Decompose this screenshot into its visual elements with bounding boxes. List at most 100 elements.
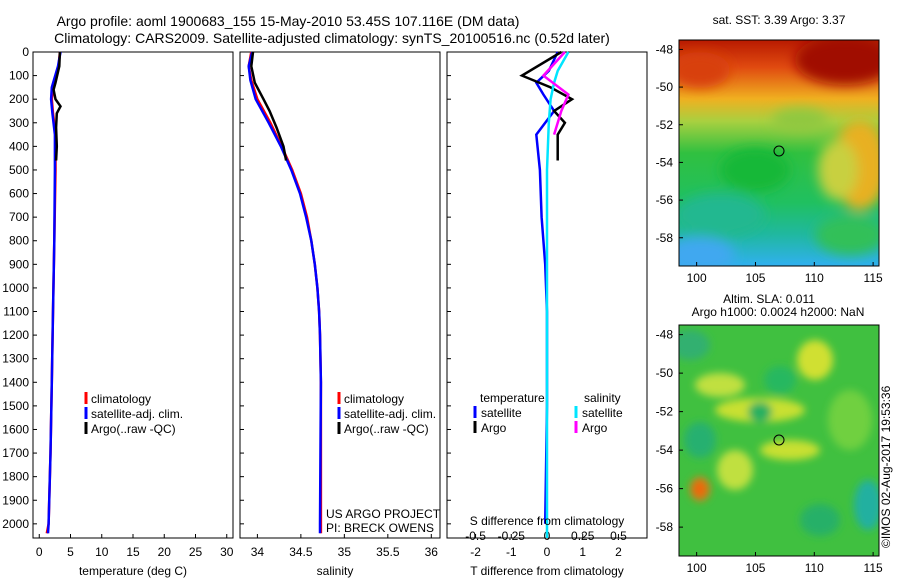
y-tick-label: 1200 <box>2 328 29 342</box>
y-tick-label: -58 <box>656 520 674 534</box>
sst-map-image <box>679 40 879 266</box>
temperature-panel: 0100200300400500600700800900100011001200… <box>2 45 233 578</box>
y-tick-label: 200 <box>9 92 29 106</box>
legend-label-sal-satellite: satellite <box>582 406 623 420</box>
y-tick-label: 800 <box>9 234 29 248</box>
series-line-argo <box>541 51 570 135</box>
x-tick-label: 34 <box>251 545 265 559</box>
x-tick-label: 105 <box>745 271 765 285</box>
x-tick-label: 1 <box>579 545 586 559</box>
y-tick-label: -50 <box>656 80 674 94</box>
salinity-x-label: salinity <box>317 564 354 578</box>
sst-x-ticks: 100 105 110 115 <box>687 262 883 285</box>
series-line-satellite <box>545 51 570 538</box>
x-tick-label: 10 <box>95 545 109 559</box>
x-tick-label: 34.5 <box>289 545 313 559</box>
x-tick-label: 100 <box>687 561 707 575</box>
sst-y-ticks: -48 -50 -52 -54 -56 -58 <box>656 42 683 245</box>
sla-map-frame <box>678 324 880 557</box>
temperature-x-ticks: 0 5 10 15 20 25 30 <box>36 534 234 559</box>
sst-argo-marker <box>773 145 785 157</box>
x-tick-label: 105 <box>745 561 765 575</box>
temperature-legend: climatology satellite-adj. clim. Argo(..… <box>84 392 183 436</box>
difference-series <box>519 50 575 538</box>
x-tick-label: 0 <box>544 545 551 559</box>
sla-x-ticks: 100 105 110 115 <box>687 552 883 575</box>
temperature-x-label: temperature (deg C) <box>79 564 187 578</box>
figure-title-line2: Climatology: CARS2009. Satellite-adjuste… <box>54 30 610 46</box>
top-x-tick-label: -0.25 <box>498 529 526 543</box>
legend-label-satellite-clim: satellite-adj. clim. <box>344 407 436 421</box>
y-tick-label: 500 <box>9 163 29 177</box>
x-tick-label: 15 <box>126 545 140 559</box>
y-tick-label: -48 <box>656 328 674 342</box>
series-line-satellite-adj-clim- <box>247 51 323 534</box>
legend-label-sal-argo: Argo <box>582 421 608 435</box>
legend-label-temp-satellite: satellite <box>481 406 522 420</box>
temperature-y-ticks: 0 100 200 300 400 500 600 700 800 900 1000 1100 1200… <box>2 45 37 531</box>
legend-title-salinity: salinity <box>584 391 621 405</box>
sla-map-image <box>679 325 879 556</box>
y-tick-label: -52 <box>656 405 674 419</box>
sla-y-ticks: -48 -50 -52 -54 -56 -58 <box>656 328 683 534</box>
y-tick-label: -56 <box>656 193 674 207</box>
y-tick-label: -50 <box>656 366 674 380</box>
x-tick-label: -2 <box>470 545 481 559</box>
y-tick-label: 100 <box>9 69 29 83</box>
y-tick-label: 400 <box>9 139 29 153</box>
x-tick-label: 30 <box>220 545 234 559</box>
salinity-x-ticks: 34 34.5 35 35.5 36 <box>251 534 439 559</box>
y-tick-label: 1500 <box>2 399 29 413</box>
y-tick-label: 1300 <box>2 352 29 366</box>
x-tick-label: 35.5 <box>376 545 400 559</box>
y-tick-label: 1000 <box>2 281 29 295</box>
difference-panel: -2 -1 0 1 2 -0.5 -0.25 0 0.25 0.5 T difference f… <box>446 50 648 578</box>
sst-map-panel: sat. SST: 3.39 Argo: 3.37 -48 -50 -52 -54 -5… <box>656 13 883 285</box>
x-tick-label: 2 <box>615 545 622 559</box>
legend-label-temp-argo: Argo <box>481 421 507 435</box>
y-tick-label: 700 <box>9 210 29 224</box>
legend-label-satellite-clim: satellite-adj. clim. <box>91 407 183 421</box>
difference-top-label: S difference from climatology <box>470 514 625 528</box>
legend-label-climatology: climatology <box>344 392 404 406</box>
legend-label-climatology: climatology <box>91 392 151 406</box>
sst-map-frame <box>678 39 880 267</box>
top-x-tick-label: -0.5 <box>465 529 486 543</box>
sla-argo-marker <box>773 434 785 446</box>
x-tick-label: 36 <box>425 545 439 559</box>
salinity-panel: 34 34.5 35 35.5 36 salinity climatology sate… <box>239 51 441 578</box>
y-tick-label: -54 <box>656 155 674 169</box>
x-tick-label: 110 <box>805 271 824 285</box>
y-tick-label: -52 <box>656 118 674 132</box>
difference-legend: temperature salinity satellite Argo sate… <box>473 391 623 435</box>
y-tick-label: 1100 <box>3 305 29 319</box>
series-line-argo-raw-qc- <box>250 51 288 161</box>
sla-map-panel: Altim. SLA: 0.011 Argo h1000: 0.0024 h20… <box>656 292 883 575</box>
x-tick-label: 5 <box>67 545 74 559</box>
y-tick-label: 2000 <box>2 517 29 531</box>
y-tick-label: 0 <box>22 45 29 59</box>
top-x-tick-label: 0.5 <box>610 529 627 543</box>
project-annotation-line1: US ARGO PROJECT <box>326 507 441 521</box>
x-tick-label: 25 <box>189 545 203 559</box>
top-x-tick-label: 0.25 <box>571 529 595 543</box>
legend-label-argo: Argo(..raw -QC) <box>344 422 429 436</box>
y-tick-label: 1900 <box>2 493 29 507</box>
series-line-argo-raw-qc- <box>52 51 62 161</box>
x-tick-label: 115 <box>864 271 883 285</box>
y-tick-label: 1600 <box>2 422 29 436</box>
legend-title-temperature: temperature <box>480 391 545 405</box>
y-tick-label: 1400 <box>2 375 29 389</box>
project-annotation-line2: PI: BRECK OWENS <box>326 521 434 535</box>
x-tick-label: 115 <box>864 561 883 575</box>
x-tick-label: 100 <box>687 271 707 285</box>
y-tick-label: 1700 <box>2 446 29 460</box>
sla-map-title-line1: Altim. SLA: 0.011 <box>723 292 815 306</box>
y-tick-label: -58 <box>656 231 674 245</box>
x-tick-label: 20 <box>158 545 172 559</box>
sla-map-title-line2: Argo h1000: 0.0024 h2000: NaN <box>692 305 865 319</box>
y-tick-label: 900 <box>9 257 29 271</box>
x-tick-label: 110 <box>805 561 824 575</box>
y-tick-label: -56 <box>656 482 674 496</box>
